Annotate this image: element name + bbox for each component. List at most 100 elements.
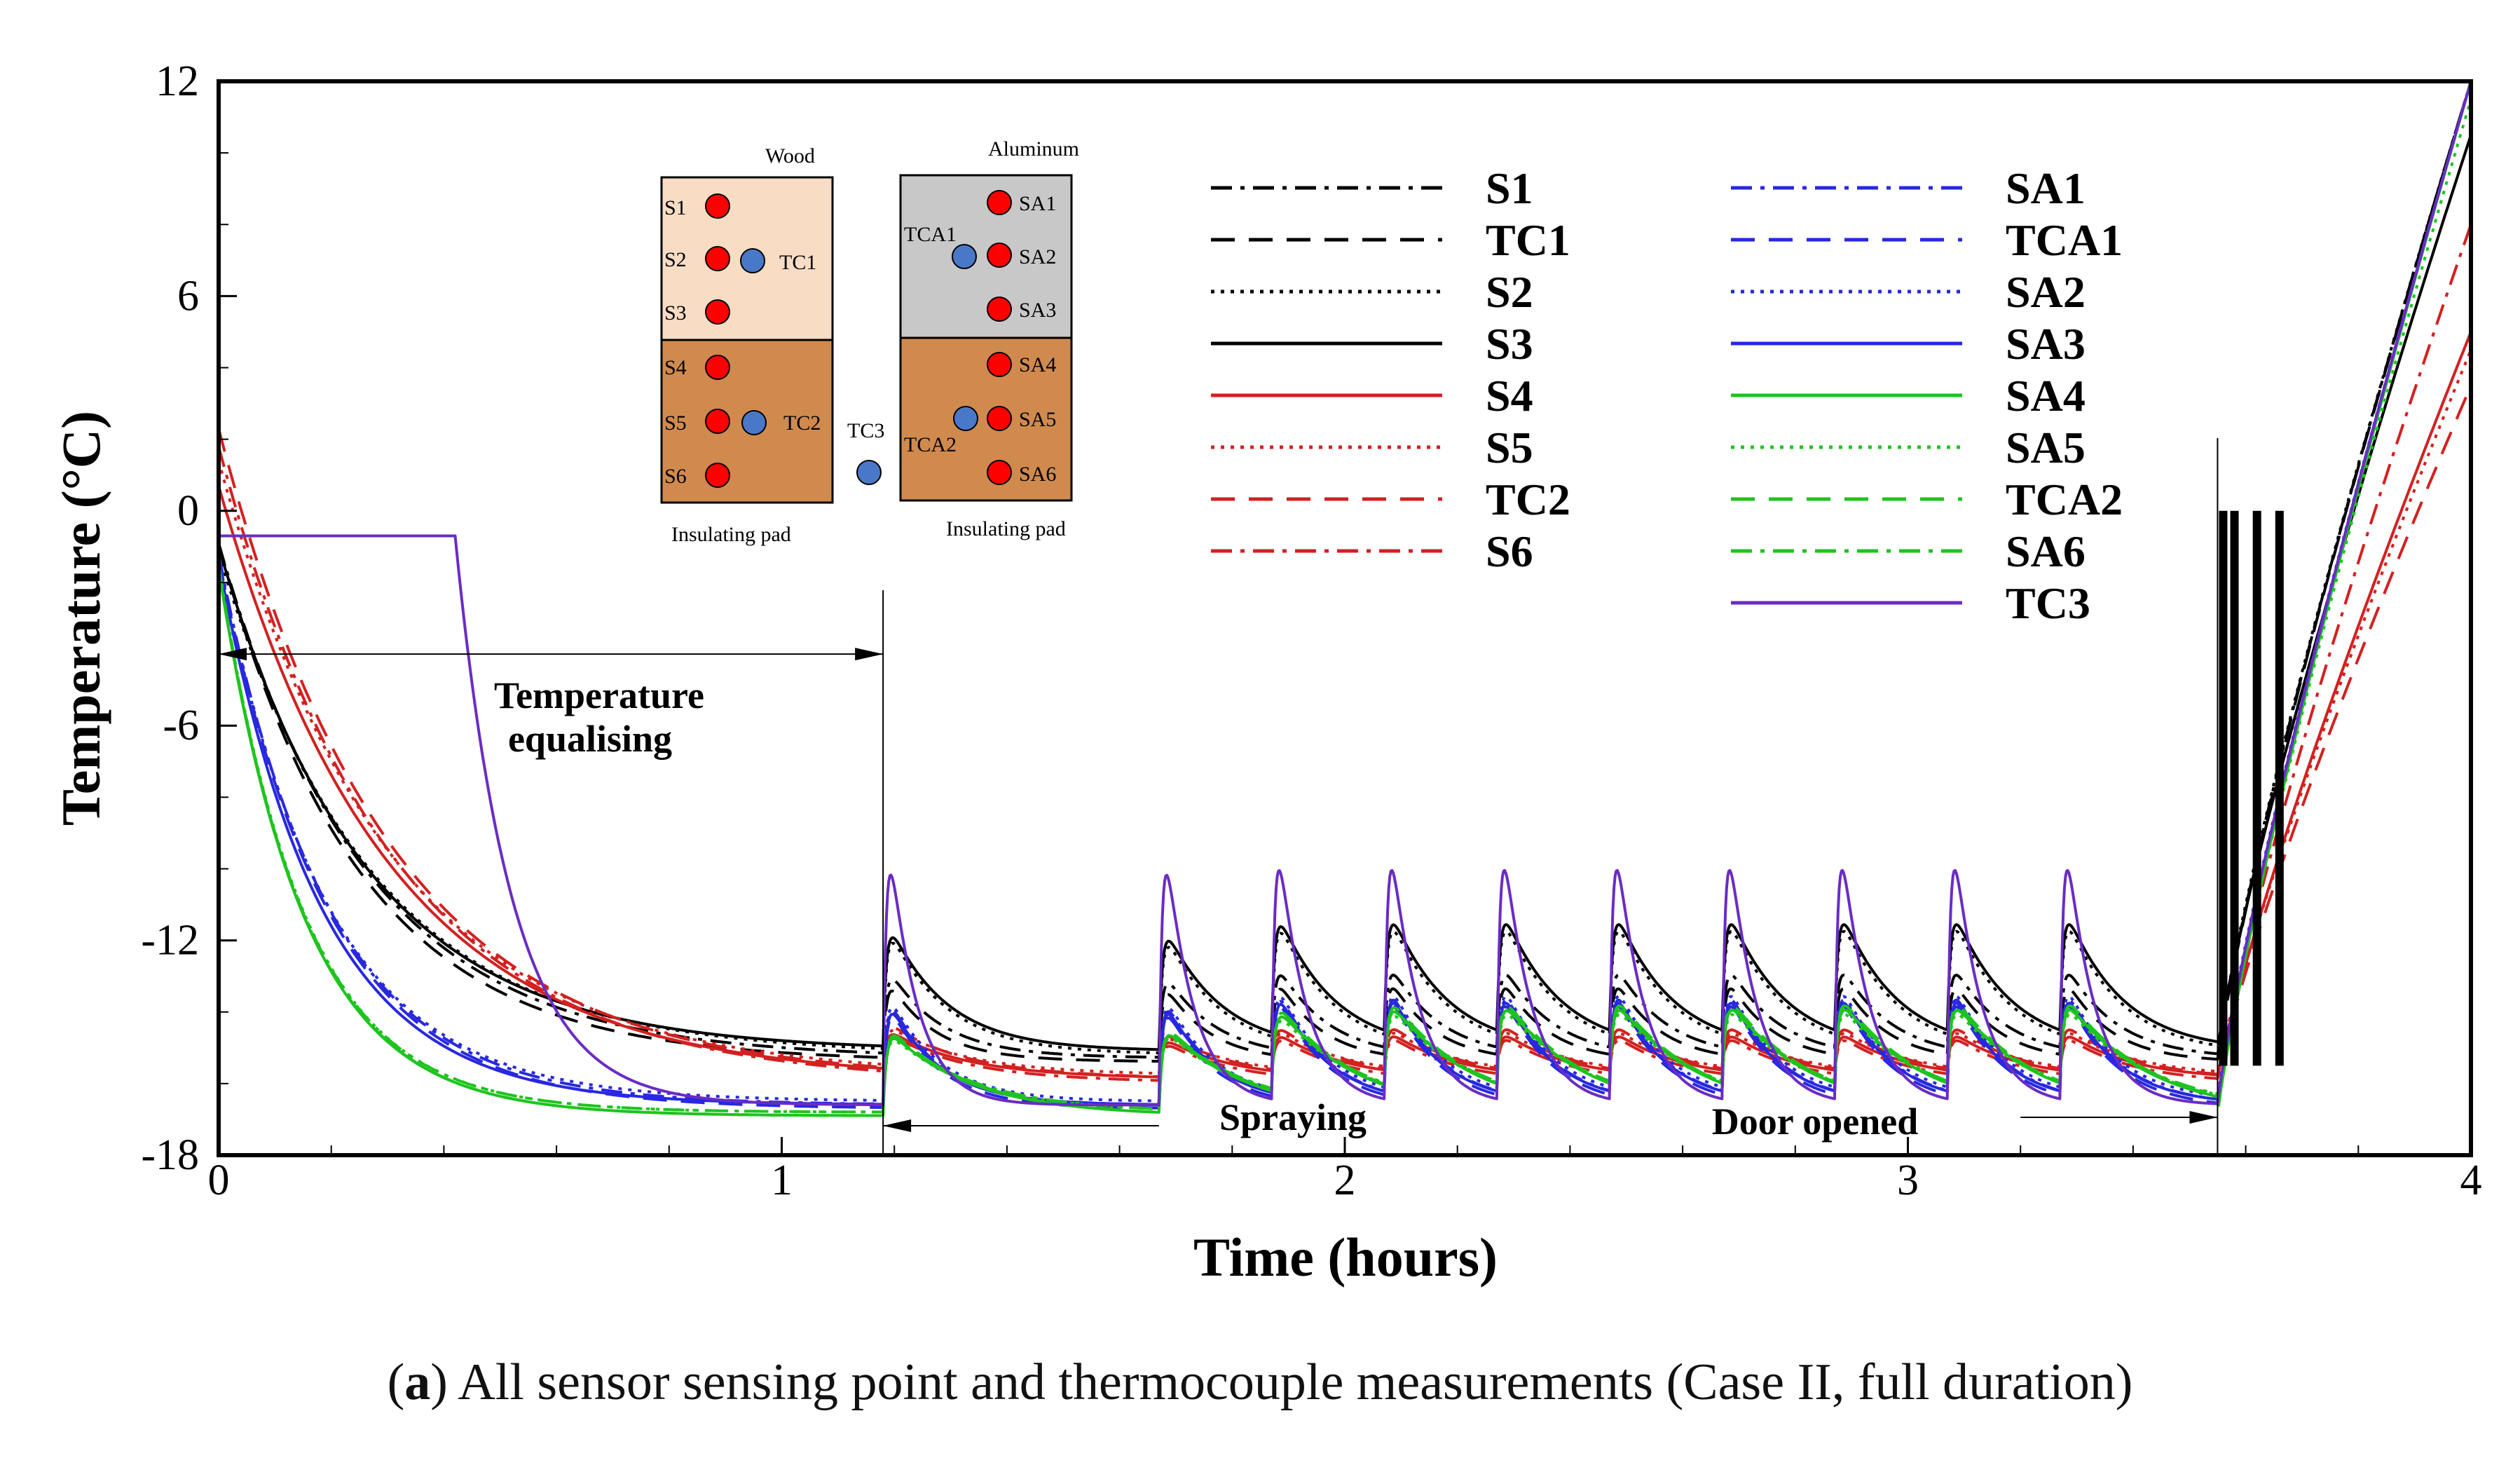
inset-label-s3: S3 — [664, 301, 687, 325]
inset-label-s5: S5 — [664, 411, 687, 435]
legend-label-s4: S4 — [1486, 371, 1533, 421]
tc3-marker — [856, 460, 882, 485]
legend-label-s6: S6 — [1486, 526, 1533, 576]
wood-label: Wood — [765, 144, 815, 168]
x-tick-label: 4 — [2460, 1157, 2482, 1204]
inset-label-tca2: TCA2 — [904, 433, 957, 456]
legend-label-tc3: TC3 — [2006, 578, 2090, 628]
marker-sa1 — [987, 190, 1012, 215]
inset-label-sa3: SA3 — [1019, 299, 1056, 322]
series-line-sa4 — [217, 81, 2472, 1117]
inset-label-tc2: TC2 — [783, 411, 821, 435]
inset-label-s6: S6 — [664, 465, 687, 488]
x-axis-title: Time (hours) — [1193, 1227, 1498, 1288]
pad-label-right: Insulating pad — [946, 517, 1066, 540]
y-tick-label: -18 — [141, 1131, 199, 1179]
figure-caption: (a) All sensor sensing point and thermoc… — [387, 1354, 2133, 1411]
temperature-equalising-label-2: equalising — [508, 718, 672, 760]
inset-label-tc1: TC1 — [779, 251, 816, 274]
aluminum-label: Aluminum — [988, 137, 1079, 161]
inset-label-s4: S4 — [664, 356, 687, 379]
door-opened-label: Door opened — [1712, 1101, 1919, 1143]
temperature-equalising-label: Temperature — [494, 674, 704, 716]
inset-label-sa2: SA2 — [1019, 245, 1056, 268]
legend-label-s1: S1 — [1486, 163, 1533, 213]
marker-tc1 — [740, 248, 765, 273]
marker-tca2 — [953, 406, 978, 431]
series-line-sa6 — [217, 81, 2472, 1114]
series-line-tc1 — [217, 81, 2472, 1063]
inset-label-tca1: TCA1 — [904, 223, 957, 246]
inset-label-s1: S1 — [664, 196, 687, 219]
marker-tca1 — [952, 244, 977, 269]
pad-label-left: Insulating pad — [671, 523, 791, 546]
series-line-sa3 — [217, 81, 2472, 1106]
x-tick-label: 0 — [208, 1157, 230, 1204]
legend-label-tc1: TC1 — [1486, 215, 1570, 265]
inset-label-sa5: SA5 — [1019, 408, 1056, 431]
marker-s6 — [705, 463, 730, 488]
y-tick-label: -12 — [141, 917, 199, 965]
marker-tc2 — [741, 410, 767, 435]
spraying-label: Spraying — [1219, 1096, 1367, 1138]
y-tick-label: -6 — [163, 702, 199, 749]
inset-label-sa6: SA6 — [1019, 463, 1056, 486]
legend-label-sa3: SA3 — [2006, 319, 2086, 369]
series-line-s6 — [217, 224, 2472, 1082]
marker-sa4 — [987, 352, 1012, 377]
legend-label-sa2: SA2 — [2006, 267, 2086, 317]
marker-s4 — [705, 355, 730, 380]
series-line-sa1 — [217, 81, 2472, 1106]
series-line-tca2 — [217, 81, 2472, 1117]
marker-sa2 — [987, 243, 1012, 268]
series-line-s3 — [217, 134, 2472, 1051]
x-tick-label: 1 — [771, 1157, 793, 1204]
plot-series — [217, 81, 2472, 1117]
inset-label-sa1: SA1 — [1019, 192, 1056, 215]
spraying-arrow-head — [883, 1119, 912, 1132]
y-tick-label: 12 — [156, 57, 199, 105]
series-line-s2 — [217, 81, 2472, 1055]
series-line-sa2 — [217, 81, 2472, 1103]
caption-text: ) All sensor sensing point and thermocou… — [430, 1354, 2133, 1411]
door-opened-arrow-head — [2189, 1111, 2218, 1124]
series-line-tca1 — [217, 81, 2472, 1110]
legend-label-tc2: TC2 — [1486, 475, 1570, 524]
legend-label-sa6: SA6 — [2006, 526, 2086, 576]
aluminum-upper-block — [899, 174, 1073, 339]
legend-label-sa1: SA1 — [2006, 163, 2086, 213]
series-line-s4 — [217, 331, 2472, 1079]
caption-label: a — [404, 1354, 431, 1411]
y-axis-title: Temperature (°C) — [50, 411, 111, 826]
series-line-s1 — [217, 81, 2472, 1059]
inset-label-sa4: SA4 — [1019, 353, 1056, 376]
series-line-sa5 — [217, 98, 2472, 1114]
inset-label-s2: S2 — [664, 248, 687, 271]
y-tick-label: 6 — [177, 272, 199, 320]
legend-label-sa5: SA5 — [2006, 423, 2086, 472]
legend-label-s5: S5 — [1486, 423, 1533, 472]
marker-s1 — [705, 193, 730, 219]
legend-label-sa4: SA4 — [2006, 371, 2086, 421]
sensor-layout-inset: Wood Aluminum Insulating pad Insulating … — [660, 137, 1079, 546]
marker-sa5 — [987, 406, 1012, 431]
marker-sa6 — [987, 460, 1012, 485]
legend-label-tca1: TCA1 — [2006, 215, 2123, 265]
marker-s5 — [705, 409, 730, 434]
tc3-label: TC3 — [847, 419, 884, 442]
series-line-tc3 — [218, 81, 2472, 1107]
y-tick-label: 0 — [177, 487, 199, 535]
x-tick-label: 3 — [1897, 1157, 1919, 1204]
marker-s2 — [705, 246, 730, 271]
marker-s3 — [705, 299, 730, 325]
temperature-equalising-arrow-head — [855, 648, 884, 661]
legend-label-tca2: TCA2 — [2006, 475, 2123, 524]
aluminum-lower-block — [899, 336, 1073, 502]
temperature-equalising-arrow-tail — [219, 648, 247, 661]
x-tick-label: 2 — [1334, 1157, 1356, 1204]
legend-label-s2: S2 — [1486, 267, 1533, 317]
